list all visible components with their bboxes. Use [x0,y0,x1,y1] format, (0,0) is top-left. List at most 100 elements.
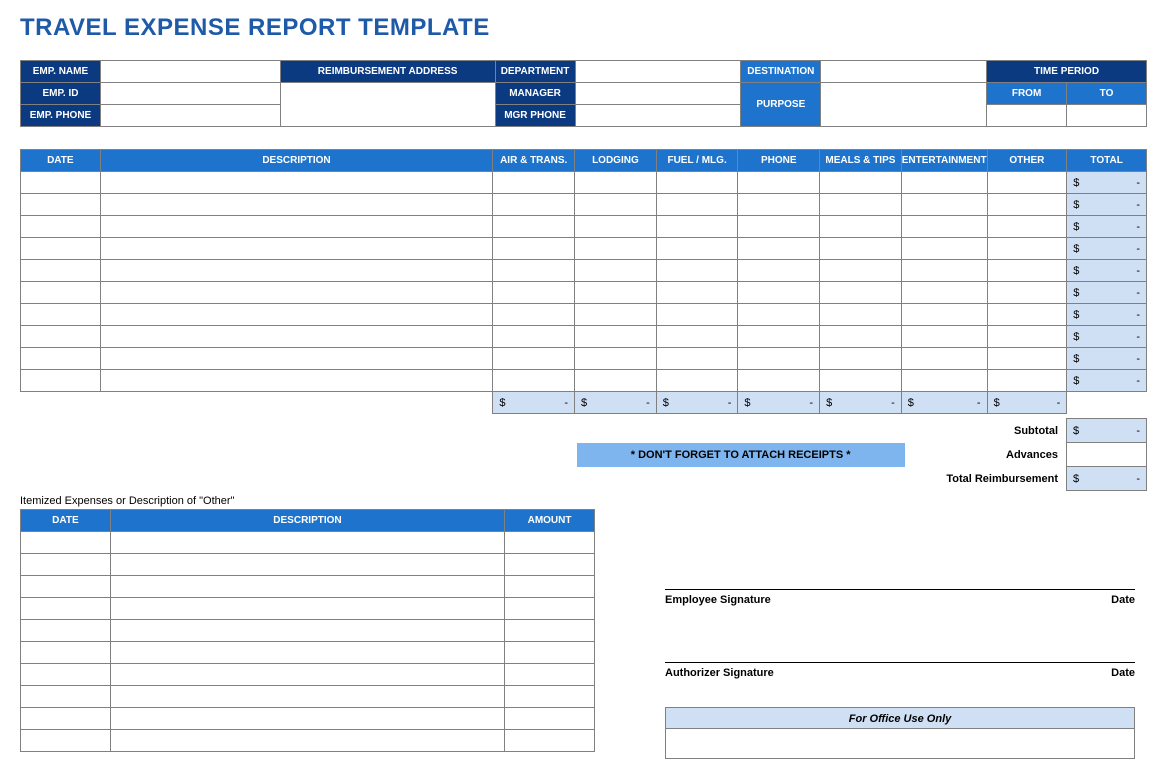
expense-cell[interactable] [100,172,493,194]
expense-cell[interactable] [100,216,493,238]
expense-cell[interactable] [987,238,1067,260]
expense-cell[interactable] [656,216,738,238]
expense-cell[interactable] [575,282,657,304]
expense-cell[interactable] [738,304,820,326]
expense-cell[interactable] [575,172,657,194]
itemized-cell[interactable] [21,554,111,576]
expense-cell[interactable] [656,282,738,304]
itemized-cell[interactable] [505,598,595,620]
expense-cell[interactable] [493,370,575,392]
expense-cell[interactable] [901,370,987,392]
itemized-cell[interactable] [21,686,111,708]
expense-cell[interactable] [738,238,820,260]
itemized-cell[interactable] [110,664,504,686]
expense-cell[interactable] [987,348,1067,370]
expense-cell[interactable] [987,282,1067,304]
expense-cell[interactable] [21,194,101,216]
expense-cell[interactable] [987,216,1067,238]
expense-cell[interactable] [901,194,987,216]
expense-cell[interactable] [493,260,575,282]
itemized-cell[interactable] [505,730,595,752]
itemized-cell[interactable] [110,686,504,708]
expense-cell[interactable] [656,348,738,370]
expense-cell[interactable] [575,304,657,326]
expense-cell[interactable] [820,326,902,348]
manager-field[interactable] [575,83,741,105]
expense-cell[interactable] [493,304,575,326]
expense-cell[interactable] [820,304,902,326]
itemized-cell[interactable] [505,532,595,554]
expense-cell[interactable] [575,370,657,392]
itemized-cell[interactable] [505,576,595,598]
expense-cell[interactable] [575,260,657,282]
itemized-cell[interactable] [21,708,111,730]
expense-cell[interactable] [738,370,820,392]
itemized-cell[interactable] [110,708,504,730]
expense-cell[interactable] [21,216,101,238]
expense-cell[interactable] [493,172,575,194]
expense-cell[interactable] [100,194,493,216]
expense-cell[interactable] [493,238,575,260]
expense-cell[interactable] [21,172,101,194]
expense-cell[interactable] [820,348,902,370]
expense-cell[interactable] [987,370,1067,392]
expense-cell[interactable] [21,260,101,282]
expense-cell[interactable] [100,260,493,282]
from-field[interactable] [987,105,1067,127]
itemized-cell[interactable] [21,576,111,598]
expense-cell[interactable] [987,304,1067,326]
itemized-cell[interactable] [505,708,595,730]
expense-cell[interactable] [493,194,575,216]
expense-cell[interactable] [656,304,738,326]
itemized-cell[interactable] [505,642,595,664]
expense-cell[interactable] [493,326,575,348]
emp-name-field[interactable] [100,61,280,83]
expense-cell[interactable] [493,216,575,238]
expense-cell[interactable] [100,304,493,326]
expense-cell[interactable] [901,326,987,348]
expense-cell[interactable] [738,216,820,238]
expense-cell[interactable] [901,216,987,238]
expense-cell[interactable] [820,370,902,392]
destination-field[interactable] [821,61,987,83]
expense-cell[interactable] [100,370,493,392]
expense-cell[interactable] [738,282,820,304]
purpose-field[interactable] [821,83,987,127]
expense-cell[interactable] [901,282,987,304]
itemized-cell[interactable] [21,730,111,752]
reimb-addr-field[interactable] [280,83,495,127]
itemized-cell[interactable] [110,620,504,642]
itemized-cell[interactable] [21,620,111,642]
expense-cell[interactable] [21,282,101,304]
expense-cell[interactable] [21,326,101,348]
expense-cell[interactable] [656,238,738,260]
expense-cell[interactable] [21,238,101,260]
expense-cell[interactable] [738,194,820,216]
expense-cell[interactable] [820,238,902,260]
expense-cell[interactable] [987,194,1067,216]
expense-cell[interactable] [100,238,493,260]
expense-cell[interactable] [575,348,657,370]
expense-cell[interactable] [901,172,987,194]
expense-cell[interactable] [987,260,1067,282]
emp-phone-field[interactable] [100,105,280,127]
itemized-cell[interactable] [21,664,111,686]
expense-cell[interactable] [100,282,493,304]
expense-cell[interactable] [820,282,902,304]
expense-cell[interactable] [987,172,1067,194]
expense-cell[interactable] [820,194,902,216]
expense-cell[interactable] [100,348,493,370]
expense-cell[interactable] [738,260,820,282]
department-field[interactable] [575,61,741,83]
expense-cell[interactable] [738,326,820,348]
expense-cell[interactable] [820,260,902,282]
expense-cell[interactable] [901,304,987,326]
expense-cell[interactable] [820,172,902,194]
expense-cell[interactable] [575,216,657,238]
expense-cell[interactable] [21,348,101,370]
itemized-cell[interactable] [110,598,504,620]
expense-cell[interactable] [656,194,738,216]
itemized-cell[interactable] [21,598,111,620]
expense-cell[interactable] [21,304,101,326]
expense-cell[interactable] [575,326,657,348]
